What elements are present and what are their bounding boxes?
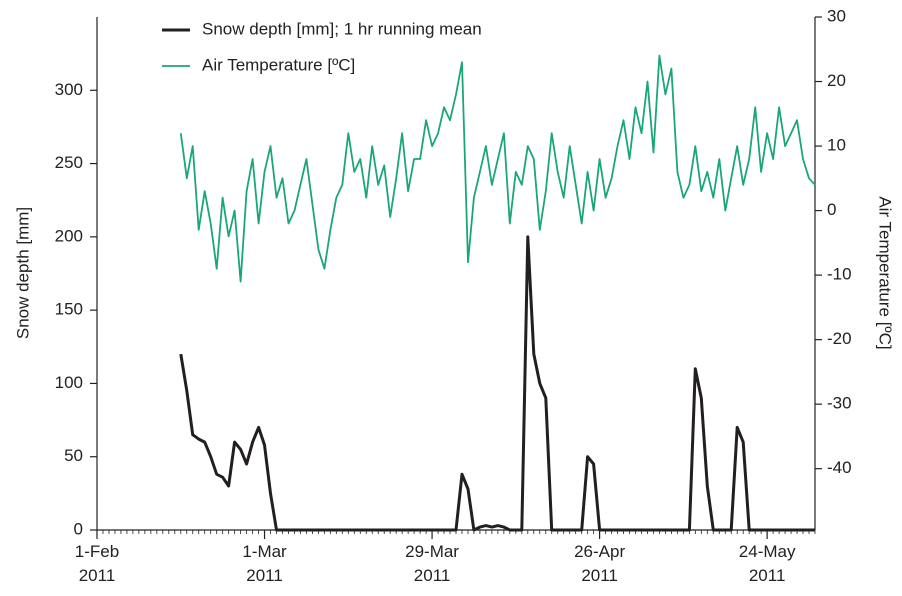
series-line [179,235,815,532]
series-line [179,54,816,283]
y2-tick-label: -30 [827,394,852,413]
y-axis-label: Snow depth [mm] [13,207,32,339]
y2-tick-label: -40 [827,458,852,477]
y2-tick-label: -10 [827,265,852,284]
x-tick-label: 1-Feb 2011 [74,542,120,585]
legend-label: Snow depth [mm]; 1 hr running mean [202,19,482,38]
legend-label: Air Temperature [ºC] [202,55,355,74]
y2-tick-label: 0 [827,200,836,219]
x-tick-label: 1-Mar 2011 [242,542,287,585]
x-tick-label: 29-Mar 2011 [405,542,459,585]
y2-tick-label: 10 [827,136,846,155]
y2-axis-label: Air Temperature [ºC] [876,196,895,349]
x-tick-label: 24-May 2011 [738,542,796,585]
x-tick-label: 26-Apr 2011 [574,542,626,585]
y-tick-label: 200 [55,226,83,245]
y-tick-label: 0 [74,519,83,538]
y2-tick-label: 30 [827,6,846,25]
y-tick-label: 100 [55,373,83,392]
y-tick-label: 250 [55,153,83,172]
y2-tick-label: 20 [827,71,846,90]
y2-tick-label: -20 [827,329,852,348]
y-tick-label: 300 [55,80,83,99]
y-tick-label: 150 [55,300,83,319]
y-tick-label: 50 [64,446,83,465]
